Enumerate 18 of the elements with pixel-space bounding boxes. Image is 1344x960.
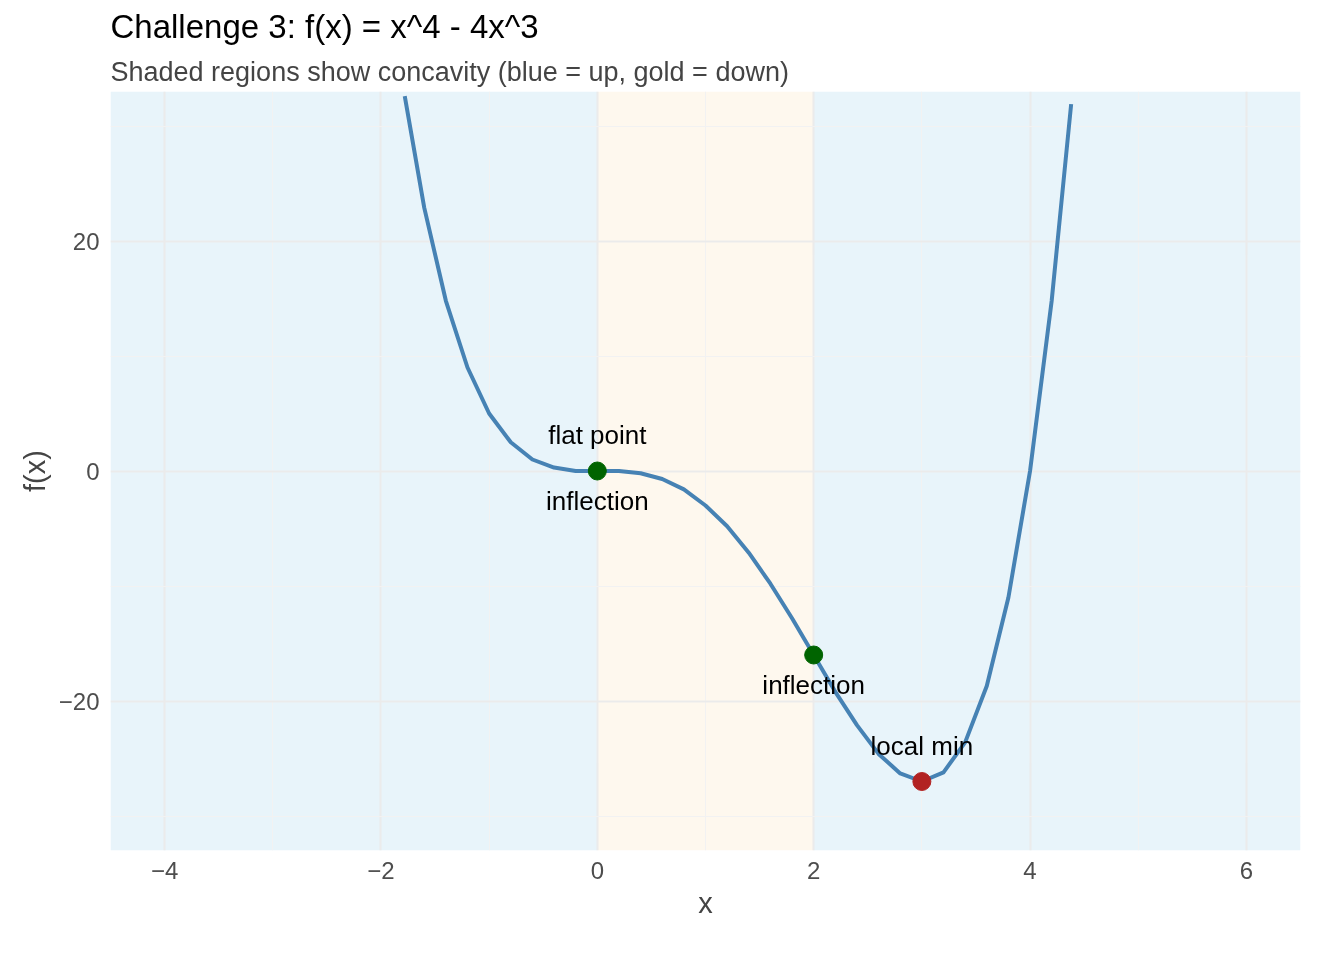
x-axis-title: x (698, 886, 714, 919)
x-tick-label: 2 (807, 856, 821, 884)
point (912, 772, 932, 791)
x-tick-label: 4 (1023, 856, 1037, 884)
x-tick-label: −4 (150, 856, 179, 884)
point (804, 645, 824, 665)
y-tick-label: −20 (58, 687, 100, 715)
annotation: inflection (546, 486, 649, 516)
y-tick-label: 20 (72, 227, 100, 255)
point (587, 461, 607, 481)
chart-subtitle: Shaded regions show concavity (blue = up, gold = down) (110, 56, 789, 87)
x-tick-label: 0 (590, 856, 604, 884)
y-tick-label: 0 (86, 457, 100, 485)
annotation: flat point (548, 420, 648, 450)
x-tick-label: −2 (367, 856, 395, 884)
x-tick-label: 6 (1239, 856, 1254, 884)
y-axis-title: f(x) (18, 450, 51, 492)
chart-title: Challenge 3: f(x) = x^4 - 4x^3 (110, 7, 539, 45)
